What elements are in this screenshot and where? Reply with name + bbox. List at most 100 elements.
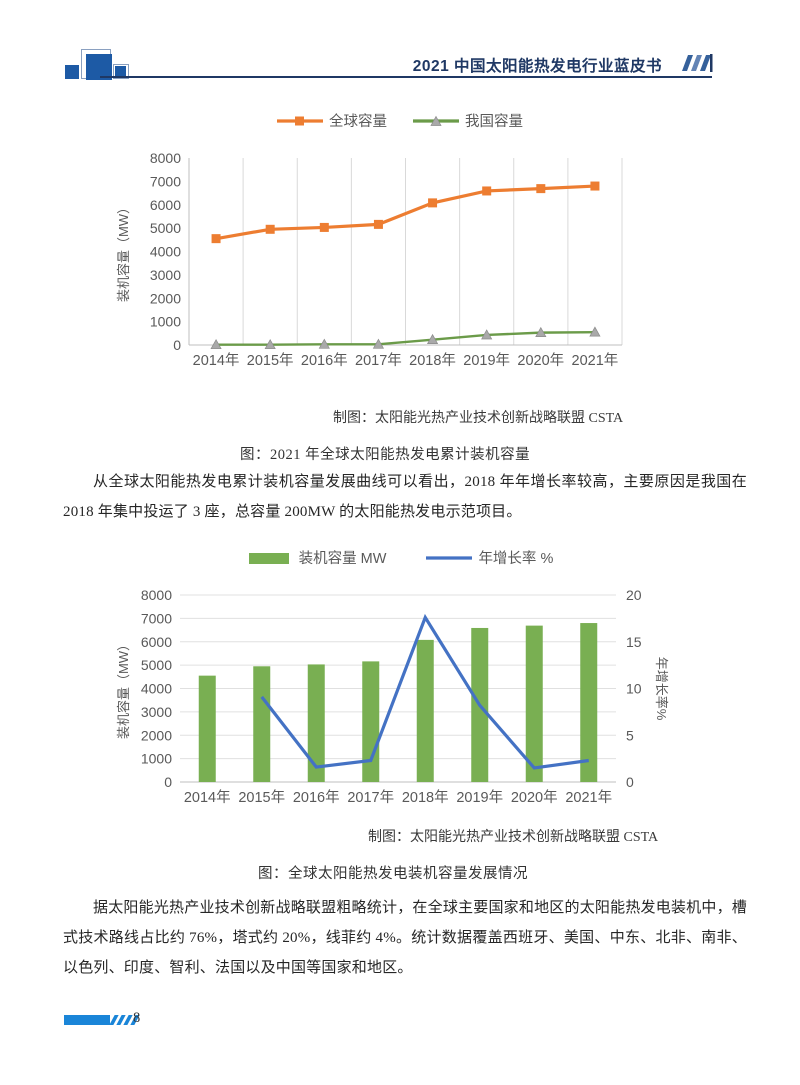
data-point-square — [590, 181, 600, 191]
data-point-triangle — [589, 326, 601, 337]
svg-text:1000: 1000 — [150, 314, 181, 330]
data-point-triangle — [210, 338, 222, 350]
svg-text:2014年: 2014年 — [193, 352, 240, 369]
body-paragraph-1: 从全球太阳能热发电累计装机容量发展曲线可以看出，2018 年年增长率较高，主要原… — [63, 474, 747, 520]
svg-text:4000: 4000 — [150, 244, 181, 260]
svg-text:2018年: 2018年 — [409, 352, 456, 369]
svg-text:6000: 6000 — [141, 634, 172, 650]
svg-text:装机容量（MW）: 装机容量（MW） — [116, 638, 131, 739]
legend-label: 装机容量 MW — [298, 551, 387, 567]
svg-text:7000: 7000 — [150, 173, 181, 189]
legend-swatch-icon — [277, 116, 323, 125]
legend-swatch-icon — [426, 555, 473, 560]
data-point-square — [265, 224, 275, 234]
logo-square-small-left — [65, 65, 79, 79]
svg-text:0: 0 — [626, 774, 634, 790]
footer-stripes-icon — [109, 1015, 146, 1025]
legend-label: 全球容量 — [329, 114, 387, 130]
legend-swatch-icon — [248, 552, 289, 564]
legend-item-年增长率 %: 年增长率 % — [426, 547, 553, 568]
cumulative-capacity-line-chart: 0 1000 2000 3000 4000 5000 6000 7000 8000 2014年 20… — [116, 150, 623, 369]
legend-swatch-icon — [413, 115, 459, 126]
capacity-growth-bar-line-chart: 0 1000 2000 3000 4000 5000 6000 7000 8000 0 5 10 15 2… — [116, 587, 669, 806]
data-point-triangle — [535, 326, 547, 337]
svg-text:2017年: 2017年 — [355, 352, 402, 369]
page-number: 8 — [133, 1010, 141, 1026]
chart2-figure-caption: 图：全球太阳能热发电装机容量发展情况 — [258, 866, 528, 882]
logo-square-big — [86, 54, 112, 80]
svg-text:20: 20 — [626, 587, 642, 603]
data-point-square — [211, 234, 221, 244]
chart1-legend: 全球容量 我国容量 — [0, 110, 800, 131]
svg-text:2019年: 2019年 — [463, 352, 510, 369]
svg-text:3000: 3000 — [150, 267, 181, 283]
header-slashes-icon — [682, 54, 713, 72]
svg-text:15: 15 — [626, 634, 642, 650]
svg-text:0: 0 — [173, 337, 181, 353]
svg-text:2000: 2000 — [150, 290, 181, 306]
svg-text:2016年: 2016年 — [301, 352, 348, 369]
footer-bar — [64, 1015, 110, 1025]
logo-square-small-right — [115, 66, 126, 77]
svg-text:2015年: 2015年 — [247, 352, 294, 369]
bar — [362, 661, 380, 782]
bar — [580, 623, 598, 782]
data-point-square — [482, 186, 492, 196]
page-title: 2021 中国太阳能热发电行业蓝皮书 — [412, 58, 662, 75]
svg-text:10: 10 — [626, 681, 642, 697]
svg-text:2014年: 2014年 — [184, 789, 231, 806]
svg-text:5: 5 — [626, 727, 634, 743]
svg-text:4000: 4000 — [141, 681, 172, 697]
bar — [307, 664, 325, 782]
chart1-source-note: 制图：太阳能光热产业技术创新战略联盟 CSTA — [333, 411, 624, 426]
svg-text:2021年: 2021年 — [565, 789, 612, 806]
svg-text:2016年: 2016年 — [293, 789, 340, 806]
svg-text:7000: 7000 — [141, 610, 172, 626]
svg-text:2020年: 2020年 — [517, 352, 564, 369]
svg-text:6000: 6000 — [150, 197, 181, 213]
svg-text:2015年: 2015年 — [238, 789, 285, 806]
svg-text:2019年: 2019年 — [456, 789, 503, 806]
legend-item-我国容量: 我国容量 — [413, 110, 523, 131]
series-line-我国容量 — [216, 330, 595, 346]
data-point-triangle — [372, 338, 385, 349]
svg-text:2000: 2000 — [141, 727, 172, 743]
svg-text:2017年: 2017年 — [347, 789, 394, 806]
chart2-source-note: 制图：太阳能光热产业技术创新战略联盟 CSTA — [368, 830, 659, 845]
svg-text:2020年: 2020年 — [511, 789, 558, 806]
svg-text:1000: 1000 — [141, 751, 172, 767]
data-point-triangle — [481, 329, 493, 340]
svg-text:0: 0 — [164, 774, 172, 790]
bar — [198, 675, 216, 782]
series-line-年增长率 % — [260, 613, 589, 770]
svg-text:2021年: 2021年 — [572, 352, 619, 369]
svg-text:装机容量（MW）: 装机容量（MW） — [116, 201, 131, 302]
data-point-square — [373, 219, 383, 229]
svg-text:8000: 8000 — [141, 587, 172, 603]
svg-text:年增长率%: 年增长率% — [654, 657, 669, 721]
legend-label: 我国容量 — [465, 114, 523, 130]
data-point-triangle — [318, 338, 330, 349]
body-paragraph-2: 据太阳能光热产业技术创新战略联盟粗略统计，在全球主要国家和地区的太阳能热发电装机… — [63, 900, 747, 976]
data-point-square — [319, 222, 329, 232]
bar — [253, 666, 271, 782]
svg-text:5000: 5000 — [141, 657, 172, 673]
data-point-triangle — [426, 333, 439, 344]
data-point-square — [536, 184, 546, 194]
bar-series-装机容量 MW — [198, 623, 598, 782]
chart1-figure-caption: 图：2021 年全球太阳能热发电累计装机容量 — [240, 447, 531, 463]
chart2-legend: 装机容量 MW 年增长率 % — [0, 547, 800, 568]
bar — [416, 639, 434, 782]
logo — [57, 47, 137, 83]
legend-item-装机容量 MW: 装机容量 MW — [247, 547, 387, 568]
data-point-triangle — [264, 338, 276, 350]
bar — [525, 625, 543, 782]
svg-text:5000: 5000 — [150, 220, 181, 236]
svg-text:2018年: 2018年 — [402, 789, 449, 806]
legend-item-全球容量: 全球容量 — [277, 110, 387, 131]
svg-text:3000: 3000 — [141, 704, 172, 720]
series-line-全球容量 — [215, 184, 596, 241]
header-rule — [100, 76, 712, 78]
legend-label: 年增长率 % — [478, 551, 554, 567]
